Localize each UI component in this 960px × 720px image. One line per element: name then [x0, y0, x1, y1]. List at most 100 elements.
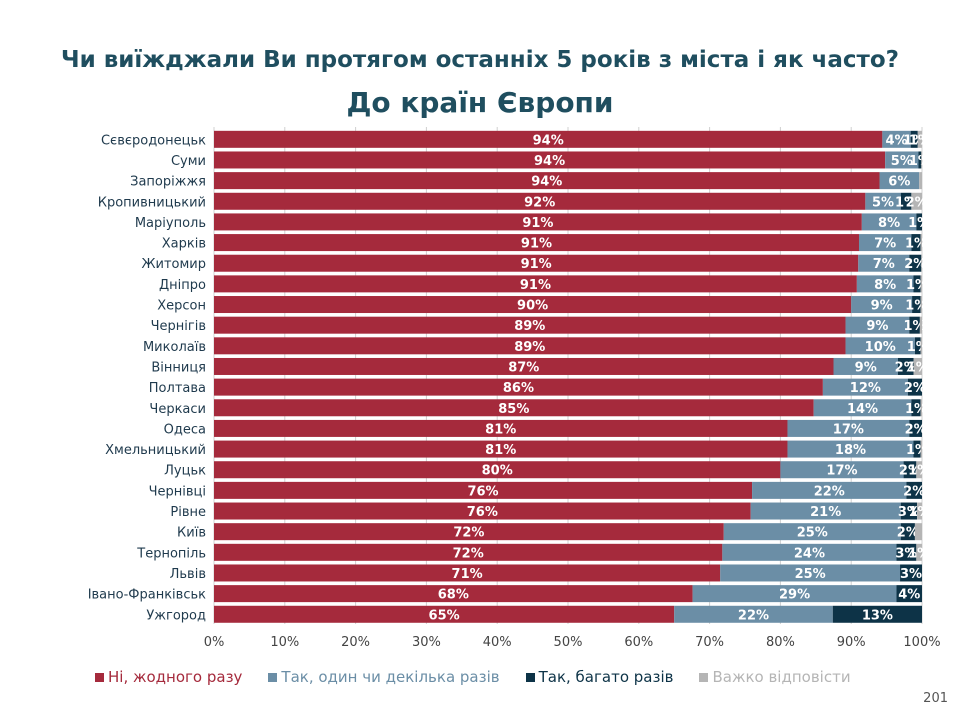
bar-segment	[833, 357, 898, 375]
legend-item: Так, один чи декілька разів	[268, 668, 500, 686]
bar-segment	[787, 419, 910, 437]
bar-segment	[674, 605, 833, 623]
legend-swatch	[525, 672, 535, 682]
bar-segment	[921, 254, 922, 272]
category-label: Дніпро	[159, 278, 206, 293]
x-tick-label: 20%	[341, 635, 370, 650]
data-label: 89%	[514, 319, 545, 334]
bar-segment	[918, 151, 922, 169]
bar-segment	[919, 316, 922, 334]
bar-segment	[856, 275, 914, 293]
data-label: 91%	[521, 237, 552, 252]
category-label: Вінниця	[151, 360, 206, 375]
data-label: 6%	[888, 175, 910, 190]
data-label: 1%	[906, 443, 928, 458]
bar-segment	[920, 337, 922, 355]
bar-segment	[692, 585, 897, 603]
data-label: 1%	[908, 546, 930, 561]
data-label: 68%	[438, 588, 469, 603]
data-label: 1%	[904, 319, 926, 334]
data-label: 1%	[908, 505, 930, 520]
bar-segment	[882, 130, 911, 148]
bar-segment	[917, 502, 922, 520]
data-label: 8%	[878, 216, 900, 231]
bar-segment	[214, 213, 862, 231]
data-label: 14%	[847, 402, 878, 417]
data-label: 29%	[779, 588, 810, 603]
data-label: 7%	[873, 257, 895, 272]
bar-segment	[865, 192, 901, 210]
data-label: 22%	[738, 608, 769, 623]
bar-segment	[912, 296, 921, 314]
bar-segment	[913, 440, 921, 458]
data-label: 91%	[520, 278, 551, 293]
bar-segment	[214, 192, 866, 210]
bar-segment	[720, 564, 901, 582]
bar-segment	[914, 337, 921, 355]
data-label: 65%	[429, 608, 460, 623]
bar-segment	[913, 357, 922, 375]
category-label: Хмельницький	[105, 443, 206, 458]
data-label: 17%	[826, 464, 857, 479]
data-label: 1%	[908, 216, 930, 231]
bar-segment	[911, 399, 921, 417]
bar-segment	[900, 564, 922, 582]
bar-segment	[920, 296, 922, 314]
category-label: Маріуполь	[135, 216, 206, 231]
data-label: 13%	[862, 608, 893, 623]
bar-segment	[214, 523, 724, 541]
bar-segment	[914, 523, 922, 541]
category-label: Тернопіль	[136, 546, 206, 561]
data-label: 2%	[904, 257, 926, 272]
legend-label: Так, один чи декілька разів	[281, 668, 500, 686]
data-label: 4%	[898, 588, 920, 603]
bar-segment	[722, 543, 897, 561]
category-label: Рівне	[170, 505, 206, 520]
data-label: 72%	[453, 526, 484, 541]
legend-item: Так, багато разів	[525, 668, 673, 686]
data-label: 7%	[874, 237, 896, 252]
x-tick-label: 40%	[483, 635, 512, 650]
category-label: Миколаїв	[143, 340, 206, 355]
bar-segment	[214, 337, 846, 355]
legend-label: Ні, жодного разу	[108, 668, 243, 686]
data-label: 18%	[835, 443, 866, 458]
bar-segment	[214, 440, 788, 458]
bar-segment	[879, 172, 920, 190]
bar-segment	[911, 192, 922, 210]
category-label: Житомир	[142, 257, 207, 272]
data-label: 1%	[906, 278, 928, 293]
data-label: 1%	[907, 360, 929, 375]
bar-segment	[909, 419, 922, 437]
bar-segment	[916, 461, 922, 479]
category-label: Харків	[162, 237, 206, 252]
x-tick-label: 50%	[554, 635, 583, 650]
bar-segment	[858, 254, 910, 272]
category-label: Кропивницький	[98, 195, 206, 210]
x-tick-label: 70%	[695, 635, 724, 650]
data-label: 76%	[467, 484, 498, 499]
data-label: 94%	[533, 133, 564, 148]
legend-swatch	[95, 672, 104, 682]
data-label: 9%	[855, 360, 877, 375]
bar-segment	[909, 254, 922, 272]
data-label: 1%	[905, 237, 927, 252]
bar-segment	[920, 234, 922, 252]
bar-segment	[913, 275, 921, 293]
data-label: 3%	[895, 546, 917, 561]
category-label: Запоріжжя	[130, 175, 206, 190]
bar-segment	[214, 564, 721, 582]
bar-segment	[896, 543, 917, 561]
data-label: 85%	[498, 402, 529, 417]
bar-segment	[214, 378, 823, 396]
data-label: 1%	[907, 340, 929, 355]
bar-segment	[214, 151, 886, 169]
x-tick-label: 80%	[766, 635, 795, 650]
data-label: 92%	[524, 195, 555, 210]
data-label: 94%	[531, 175, 562, 190]
category-label: Івано-Франківськ	[88, 588, 206, 603]
bar-segment	[214, 234, 859, 252]
bar-segment	[822, 378, 908, 396]
data-label: 71%	[452, 567, 483, 582]
bar-segment	[214, 254, 859, 272]
